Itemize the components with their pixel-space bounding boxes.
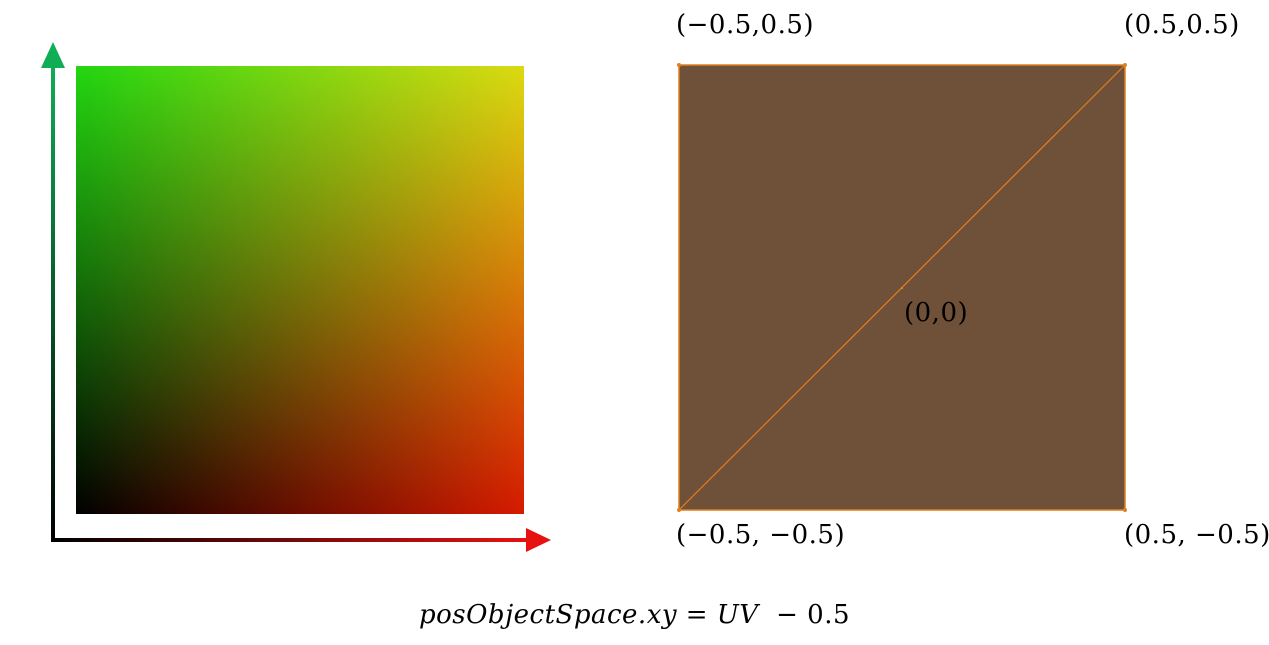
uv-gradient-square [76, 66, 524, 514]
label-bottom-left-coord: (−0.5, −0.5) [676, 520, 846, 550]
uv-y-axis-arrowhead [41, 42, 65, 68]
label-top-right-coord: (0.5,0.5) [1124, 10, 1240, 40]
label-top-left-coord: (−0.5,0.5) [676, 10, 815, 40]
formula-caption: posObjectSpace.xy = UV − 0.5 [0, 600, 1269, 630]
formula-rhs-variable: UV [716, 600, 759, 630]
quad-corner-vertex-bl [677, 508, 681, 512]
formula-lhs: posObjectSpace.xy [418, 600, 678, 630]
quad-svg [677, 63, 1127, 512]
quad-center-point [900, 286, 904, 290]
formula-equals: = [677, 600, 717, 630]
object-space-quad-diagram: (−0.5,0.5) (0.5,0.5) (0,0) (−0.5, −0.5) … [640, 0, 1269, 600]
uv-axes-svg [41, 42, 551, 552]
quad-corner-vertex-tl [677, 63, 681, 67]
uv-x-axis-line [51, 538, 529, 542]
quad-corner-vertex-br [1123, 508, 1127, 512]
quad-corner-vertex-tr [1123, 63, 1127, 67]
formula-rhs-offset: − 0.5 [758, 600, 851, 630]
uv-diagram [0, 0, 600, 600]
uv-y-axis-line [51, 64, 55, 542]
label-bottom-right-coord: (0.5, −0.5) [1124, 520, 1269, 550]
label-center-coord: (0,0) [904, 298, 969, 328]
uv-x-axis-arrowhead [526, 528, 551, 552]
